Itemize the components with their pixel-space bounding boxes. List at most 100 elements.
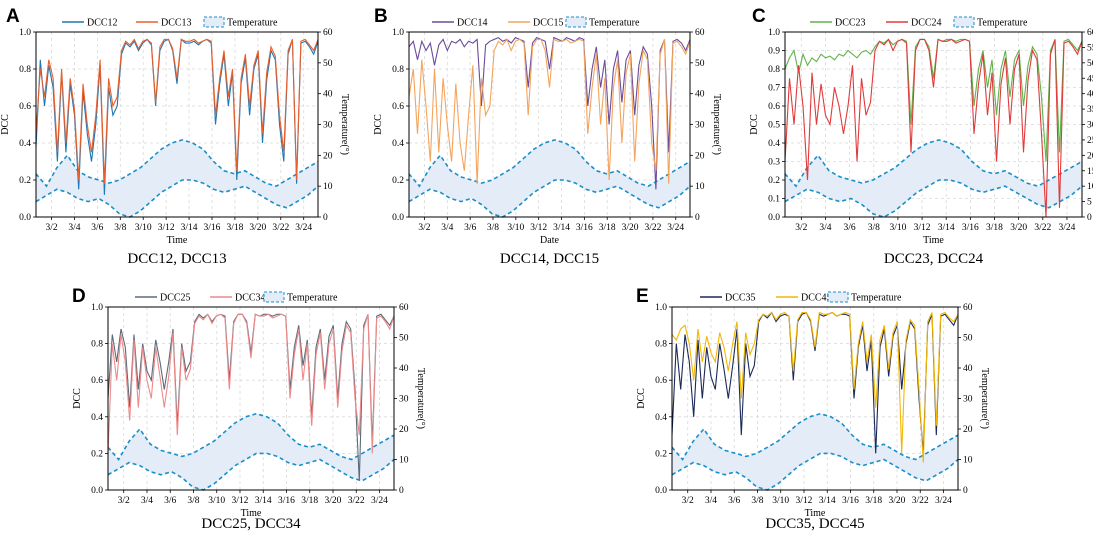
- temperature-lower-line: [408, 179, 691, 218]
- temperature-upper-line: [35, 139, 319, 188]
- x-tick-label: 3/16: [576, 223, 593, 233]
- panel-letter: C: [752, 6, 766, 27]
- x-tick-label: 3/18: [986, 223, 1003, 233]
- x-tick-label: 3/22: [348, 496, 365, 506]
- y-tick-label: 0.4: [91, 413, 103, 423]
- temperature-upper-line: [784, 139, 1083, 188]
- y2-tick-label: 0: [399, 486, 404, 496]
- x-tick-label: 3/14: [819, 496, 836, 506]
- y-tick-label: 0.8: [392, 65, 404, 75]
- x-tick-label: 3/24: [935, 496, 952, 506]
- y2-tick-label: 35: [1087, 105, 1093, 115]
- y2-tick-label: 30: [323, 121, 333, 131]
- x-tick-label: 3/12: [232, 496, 249, 506]
- x-tick-label: 3/24: [371, 496, 388, 506]
- x-tick-label: 3/20: [889, 496, 906, 506]
- panel-caption: DCC25, DCC34: [201, 516, 301, 532]
- panel-caption: DCC14, DCC15: [500, 251, 599, 267]
- x-tick-label: 3/20: [622, 223, 639, 233]
- legend-label-dcc45: DCC45: [801, 293, 832, 304]
- legend-label-temperature: Temperature: [977, 18, 1028, 29]
- y-tick-label: 1.0: [392, 28, 404, 38]
- y2-tick-label: 30: [695, 121, 705, 131]
- y-tick-label: 0.6: [392, 102, 404, 112]
- chart-panel-b: 0.0 0.2 0.4 0.6 0.8 1.0 0 10 20 30 40 50 60 3/2 3/4 3/6…: [373, 6, 722, 267]
- x-tick-label: 3/4: [141, 496, 153, 506]
- y-tick-label: 1.0: [91, 303, 103, 313]
- x-tick-label: 3/8: [868, 223, 880, 233]
- x-tick-label: 3/10: [135, 223, 152, 233]
- y-tick-label: 0.2: [655, 449, 667, 459]
- x-tick-label: 3/8: [187, 496, 199, 506]
- series-line-dcc45: [671, 311, 959, 463]
- temperature-band: [108, 413, 394, 490]
- legend-label-dcc23: DCC23: [835, 18, 866, 29]
- x-tick-label: 3/18: [301, 496, 318, 506]
- legend-label-dcc35: DCC35: [725, 293, 756, 304]
- legend-label-temperature: Temperature: [589, 18, 640, 29]
- y-tick-label: 0.0: [655, 486, 667, 496]
- y-axis-label: DCC: [72, 388, 83, 409]
- x-tick-label: 3/10: [507, 223, 524, 233]
- y-tick-label: 0.2: [768, 176, 780, 186]
- y-tick-label: 0.8: [768, 65, 780, 75]
- legend-swatch-temperature: [565, 16, 587, 28]
- x-tick-label: 3/2: [682, 496, 694, 506]
- x-tick-label: 3/24: [667, 223, 684, 233]
- x-tick-label: 3/18: [226, 223, 243, 233]
- legend-label-dcc24: DCC24: [911, 18, 942, 29]
- x-tick-label: 3/20: [1010, 223, 1027, 233]
- x-axis-label: Date: [540, 235, 559, 246]
- y2-tick-label: 60: [323, 28, 333, 38]
- y-tick-label: 0.0: [91, 486, 103, 496]
- x-tick-label: 3/8: [114, 223, 126, 233]
- x-tick-label: 3/16: [962, 223, 979, 233]
- y2-tick-label: 50: [323, 59, 333, 69]
- y-tick-label: 0.4: [768, 139, 780, 149]
- y2-tick-label: 55: [1087, 43, 1093, 53]
- y2-axis-label: Temperature(°): [339, 94, 350, 155]
- legend-label-dcc25: DCC25: [160, 293, 191, 304]
- x-tick-label: 3/12: [158, 223, 175, 233]
- x-tick-label: 3/4: [705, 496, 717, 506]
- y-axis-label: DCC: [636, 388, 647, 409]
- x-tick-label: 3/24: [1058, 223, 1075, 233]
- y2-tick-label: 20: [323, 151, 333, 161]
- x-tick-label: 3/14: [255, 496, 272, 506]
- temperature-lower-line: [35, 179, 319, 218]
- x-tick-label: 3/8: [487, 223, 499, 233]
- y2-tick-label: 50: [1087, 59, 1093, 69]
- x-tick-label: 3/2: [45, 223, 57, 233]
- temperature-upper-line: [408, 139, 691, 188]
- temperature-band: [36, 139, 318, 217]
- y-axis-label: DCC: [749, 114, 760, 135]
- y-tick-label: 0.4: [392, 139, 404, 149]
- x-tick-label: 3/22: [644, 223, 661, 233]
- y-tick-label: 1.0: [655, 303, 667, 313]
- y2-tick-label: 20: [695, 151, 705, 161]
- y-tick-label: 0.8: [91, 340, 103, 350]
- temperature-band: [409, 139, 690, 217]
- y2-tick-label: 25: [1087, 136, 1093, 146]
- y2-axis-label: Temperature(°): [711, 94, 722, 155]
- y2-tick-label: 0: [695, 213, 700, 223]
- y2-tick-label: 0: [963, 486, 968, 496]
- x-tick-label: 3/22: [272, 223, 289, 233]
- x-tick-label: 3/4: [819, 223, 831, 233]
- legend-swatch-temperature: [263, 291, 285, 303]
- y2-tick-label: 30: [963, 395, 973, 405]
- temperature-upper-line: [671, 412, 959, 461]
- y2-tick-label: 45: [1087, 74, 1093, 84]
- temperature-lower-line: [107, 452, 395, 491]
- y2-tick-label: 40: [1087, 90, 1093, 100]
- chart-panel-a: 0.0 0.2 0.4 0.6 0.8 1.0 0 10 20 30 40 50 60 3/2 3/4 3/6…: [0, 6, 350, 267]
- legend-label-temperature: Temperature: [227, 18, 278, 29]
- panel-letter: A: [6, 6, 20, 27]
- y2-tick-label: 0: [1087, 213, 1092, 223]
- x-tick-label: 3/22: [1034, 223, 1051, 233]
- x-tick-label: 3/6: [164, 496, 176, 506]
- y2-tick-label: 30: [399, 395, 409, 405]
- y-tick-label: 0.0: [392, 213, 404, 223]
- x-axis-label: Time: [241, 508, 262, 519]
- x-tick-label: 3/14: [938, 223, 955, 233]
